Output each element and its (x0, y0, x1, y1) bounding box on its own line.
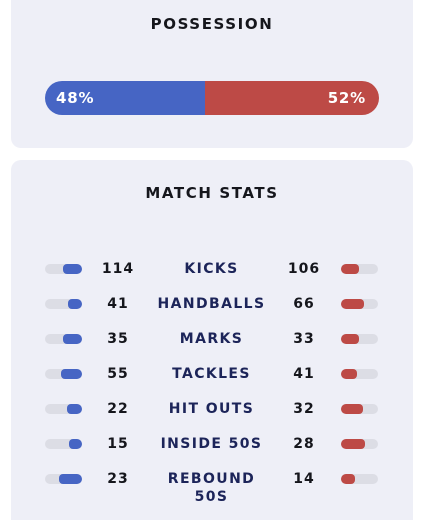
stat-row-inside-50s: 15 INSIDE 50S 28 (11, 435, 413, 455)
away-stat-bar (341, 439, 378, 449)
away-stat-bar (341, 369, 378, 379)
stat-row-rebound-50s: 23 REBOUND 50S 14 (11, 470, 413, 505)
stat-row-handballs: 41 HANDBALLS 66 (11, 295, 413, 315)
home-stat-bar (45, 334, 82, 344)
stat-label: INSIDE 50S (160, 436, 263, 452)
away-stat-value: 32 (293, 401, 315, 417)
away-stat-value: 33 (293, 331, 315, 347)
home-stat-fill (66, 404, 82, 414)
away-stat-value: 28 (293, 436, 315, 452)
away-stat-fill (341, 264, 359, 274)
possession-home-segment: 48% (45, 81, 206, 115)
possession-away-segment: 52% (205, 81, 379, 115)
home-stat-value: 41 (107, 296, 129, 312)
home-stat-bar (45, 439, 82, 449)
away-stat-fill (341, 334, 360, 344)
home-stat-value: 15 (107, 436, 129, 452)
away-stat-value: 106 (287, 261, 321, 277)
away-stat-fill (341, 404, 363, 414)
match-stats-title: MATCH STATS (145, 184, 279, 202)
stat-row-marks: 35 MARKS 33 (11, 330, 413, 350)
away-stat-value: 66 (293, 296, 315, 312)
away-stat-bar (341, 264, 378, 274)
away-stat-bar (341, 474, 378, 484)
away-stat-fill (341, 369, 357, 379)
away-stat-value: 41 (293, 366, 315, 382)
home-stat-bar (45, 264, 82, 274)
home-stat-value: 114 (101, 261, 135, 277)
match-stats-card: MATCH STATS 114 KICKS 106 41 HANDBALLS 6… (11, 160, 413, 520)
possession-bar: 48% 52% (45, 81, 379, 115)
home-stat-bar (45, 369, 82, 379)
away-stat-fill (341, 474, 356, 484)
stat-row-hit-outs: 22 HIT OUTS 32 (11, 400, 413, 420)
stat-label: REBOUND 50S (167, 471, 256, 505)
away-stat-fill (341, 299, 364, 309)
possession-home-label: 48% (56, 89, 95, 107)
home-stat-fill (67, 299, 82, 309)
home-stat-fill (69, 439, 82, 449)
stat-row-tackles: 55 TACKLES 41 (11, 365, 413, 385)
home-stat-fill (62, 264, 82, 274)
home-stat-value: 35 (107, 331, 129, 347)
possession-title: POSSESSION (150, 15, 274, 33)
possession-card: POSSESSION 48% 52% (11, 0, 413, 148)
stat-label: TACKLES (172, 366, 251, 382)
home-stat-fill (63, 334, 82, 344)
away-stat-value: 14 (293, 471, 315, 487)
stat-label: HANDBALLS (157, 296, 266, 312)
home-stat-value: 22 (107, 401, 129, 417)
home-stat-fill (59, 474, 82, 484)
away-stat-bar (341, 404, 378, 414)
stat-label: KICKS (184, 261, 239, 277)
home-stat-fill (60, 369, 82, 379)
possession-away-label: 52% (327, 89, 366, 107)
home-stat-bar (45, 474, 82, 484)
away-stat-fill (341, 439, 366, 449)
home-stat-bar (45, 404, 82, 414)
stat-label: MARKS (179, 331, 244, 347)
stat-row-kicks: 114 KICKS 106 (11, 260, 413, 280)
home-stat-value: 55 (107, 366, 129, 382)
home-stat-value: 23 (107, 471, 129, 487)
away-stat-bar (341, 299, 378, 309)
stat-label: HIT OUTS (168, 401, 255, 417)
away-stat-bar (341, 334, 378, 344)
home-stat-bar (45, 299, 82, 309)
